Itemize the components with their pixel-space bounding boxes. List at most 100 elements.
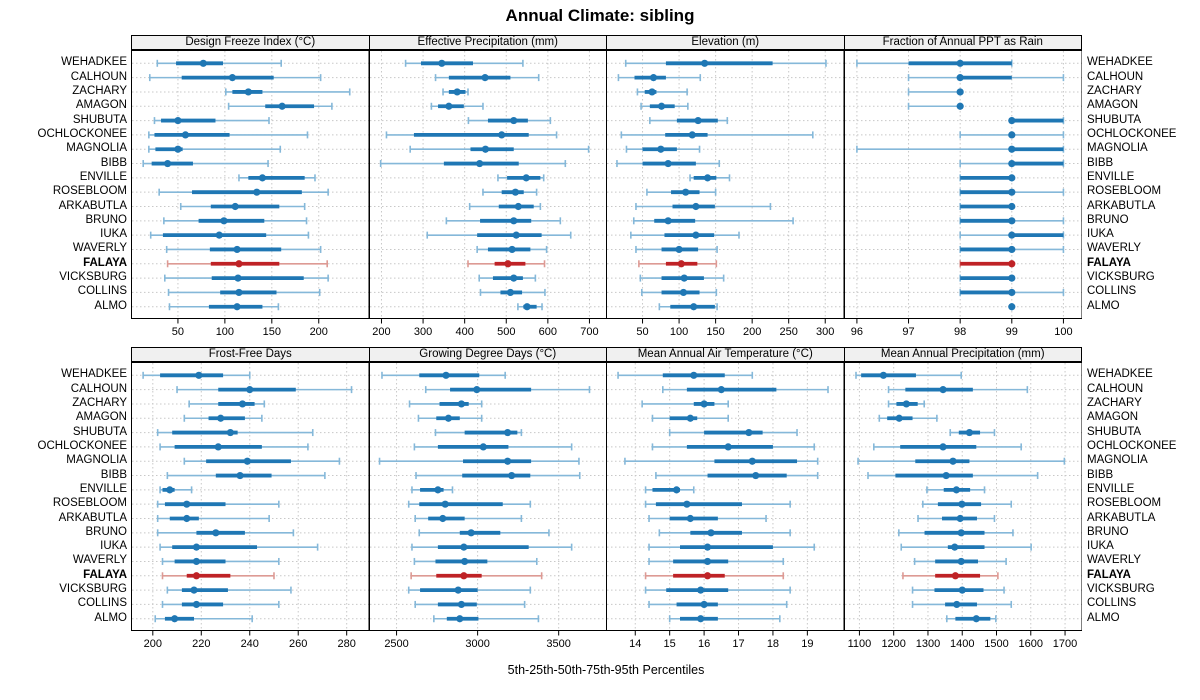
median-dot: [649, 74, 658, 82]
station-label-left-waverly: WAVERLY: [72, 242, 127, 255]
panel-header: Mean Annual Precipitation (mm): [843, 347, 1082, 362]
station-label-left-shubuta: SHUBUTA: [72, 113, 127, 126]
station-interval-iuka: [425, 231, 572, 239]
median-dot: [503, 428, 511, 437]
station-interval-calhoun: [661, 386, 829, 394]
station-interval-enville: [689, 174, 731, 182]
median-dot: [512, 231, 520, 239]
median-dot: [895, 414, 903, 422]
median-dot: [190, 586, 198, 594]
station-interval-arkabutla: [179, 202, 306, 211]
median-dot: [467, 529, 475, 537]
x-axis: 50 100 150 200 250 300: [636, 319, 834, 337]
station-label-right-bibb: BIBB: [1087, 468, 1114, 481]
median-dot: [938, 386, 947, 394]
station-interval-ochlockonee: [958, 131, 1064, 139]
median-dot: [234, 274, 242, 282]
median-dot: [183, 514, 191, 523]
median-dot: [192, 557, 201, 566]
station-label-right-waverly: WAVERLY: [1087, 242, 1142, 255]
station-interval-almo: [516, 303, 543, 311]
station-interval-zachary: [641, 400, 729, 408]
station-interval-magnolia: [408, 145, 589, 153]
median-dot: [707, 529, 715, 537]
station-interval-bibb: [655, 471, 819, 480]
panel-header: Design Freeze Index (°C): [131, 35, 370, 50]
station-interval-bruno: [632, 217, 794, 225]
median-dot: [236, 471, 244, 480]
station-interval-wehadkee: [624, 59, 827, 67]
station-label-right-ochlockonee: OCHLOCKONEE: [1087, 439, 1177, 452]
tick-label: 18: [767, 638, 779, 649]
median-dot: [453, 88, 461, 96]
median-dot: [1007, 202, 1015, 211]
median-dot: [171, 615, 179, 623]
tick-label: 97: [902, 326, 914, 337]
median-dot: [679, 288, 688, 297]
median-dot: [686, 514, 694, 523]
station-interval-wehadkee: [855, 59, 1013, 67]
median-dot: [226, 428, 234, 437]
station-interval-bruno: [445, 217, 561, 225]
median-dot: [692, 202, 700, 211]
median-dot: [677, 260, 685, 268]
panel-header: Effective Precipitation (mm): [368, 35, 607, 50]
station-interval-zachary: [188, 400, 266, 408]
median-dot: [703, 543, 712, 551]
station-interval-collins: [161, 600, 280, 609]
station-interval-arkabutla: [958, 202, 1015, 211]
median-dot: [522, 303, 531, 311]
station-interval-magnolia: [378, 457, 580, 465]
median-dot: [181, 131, 190, 139]
tick-label: 700: [580, 326, 598, 337]
station-interval-ochlockonee: [413, 443, 572, 451]
station-interval-wehadkee: [142, 371, 251, 379]
panel-border: [843, 362, 1082, 631]
median-dot: [481, 145, 489, 153]
station-interval-arkabutla: [635, 202, 772, 211]
panel-plot-area: [131, 362, 370, 631]
station-interval-arkabutla: [916, 514, 995, 523]
station-interval-shubuta: [948, 428, 995, 437]
median-dot: [950, 543, 958, 551]
station-interval-shubuta: [467, 116, 551, 125]
station-label-left-wehadkee: WEHADKEE: [61, 368, 127, 381]
median-dot: [1007, 245, 1015, 254]
tick-label: 2500: [384, 638, 408, 649]
station-interval-shubuta: [156, 428, 314, 437]
station-label-right-wehadkee: WEHADKEE: [1087, 368, 1153, 381]
panel-plot-area: [843, 362, 1082, 631]
station-interval-arkabutla: [648, 514, 767, 523]
median-dot: [965, 428, 973, 437]
station-interval-bruno: [163, 217, 308, 225]
panel-header: Fraction of Annual PPT as Rain: [843, 35, 1082, 50]
station-label-left-falaya: FALAYA: [83, 568, 127, 581]
station-interval-rosebloom: [921, 500, 1012, 508]
panel-header: Elevation (m): [606, 35, 845, 50]
tick-label: 500: [497, 326, 515, 337]
station-interval-calhoun: [148, 74, 322, 82]
station-interval-wehadkee: [380, 371, 506, 379]
station-interval-arkabutla: [468, 202, 541, 211]
station-interval-wehadkee: [156, 59, 282, 67]
median-dot: [701, 59, 709, 67]
tick-label: 19: [801, 638, 813, 649]
station-interval-zachary: [225, 88, 351, 96]
station-interval-bibb: [958, 159, 1064, 168]
median-dot: [509, 217, 517, 225]
station-label-left-wehadkee: WEHADKEE: [61, 56, 127, 69]
station-label-right-enville: ENVILLE: [1087, 170, 1135, 183]
tick-label: 220: [192, 638, 210, 649]
median-dot: [480, 74, 489, 82]
panel-plot-area: [368, 50, 607, 319]
tick-label: 200: [310, 326, 328, 337]
station-interval-calhoun: [434, 74, 540, 82]
median-dot: [1007, 231, 1015, 239]
median-dot: [1007, 188, 1015, 196]
median-dot: [951, 572, 959, 580]
tick-label: 50: [172, 326, 184, 337]
median-dot: [690, 303, 698, 311]
median-dot: [497, 131, 505, 139]
median-dot: [703, 557, 712, 566]
station-interval-rosebloom: [481, 188, 537, 196]
